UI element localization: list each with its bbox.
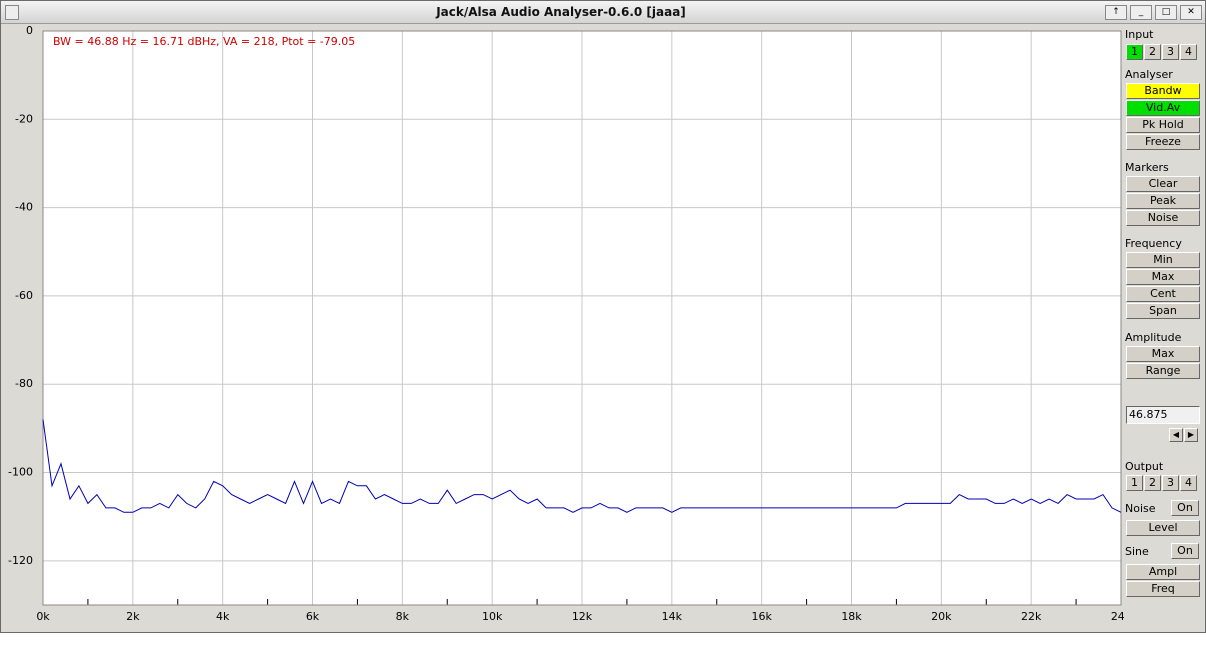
annotation: BW = 46.88 Hz = 16.71 dBHz, VA = 218, Pt… <box>53 35 355 48</box>
x-tick-label: 6k <box>306 610 320 623</box>
maximize-button[interactable]: □ <box>1155 5 1177 20</box>
x-tick-label: 10k <box>482 610 503 623</box>
x-tick-label: 2k <box>126 610 140 623</box>
button[interactable]: 1 <box>1126 475 1143 491</box>
button[interactable]: Pk Hold <box>1126 117 1200 133</box>
button[interactable]: 4 <box>1180 475 1197 491</box>
section-label: Output <box>1125 460 1164 473</box>
y-tick-label: -120 <box>8 554 33 567</box>
spectrum-chart: BW = 46.88 Hz = 16.71 dBHz, VA = 218, Pt… <box>8 24 1124 623</box>
section-label: Sine <box>1125 545 1149 558</box>
arrow-right[interactable]: ▶ <box>1184 428 1198 442</box>
minimize-button[interactable]: _ <box>1130 5 1152 20</box>
x-tick-label: 16k <box>751 610 772 623</box>
button[interactable]: 3 <box>1162 44 1179 60</box>
x-tick-label: 20k <box>931 610 952 623</box>
window-menu[interactable] <box>5 5 19 20</box>
section-label: Amplitude <box>1125 331 1182 344</box>
button[interactable]: Min <box>1126 252 1200 268</box>
y-tick-label: -20 <box>15 112 33 125</box>
button[interactable]: Span <box>1126 303 1200 319</box>
button[interactable]: Freeze <box>1126 134 1200 150</box>
button[interactable]: Max <box>1126 269 1200 285</box>
section-label: Analyser <box>1125 68 1173 81</box>
button[interactable]: 4 <box>1180 44 1197 60</box>
y-tick-label: -80 <box>15 377 33 390</box>
plot-frame <box>42 30 1122 606</box>
window-title: Jack/Alsa Audio Analyser-0.6.0 [jaaa] <box>436 5 686 19</box>
x-tick-label: 0k <box>36 610 50 623</box>
button[interactable]: Freq <box>1126 581 1200 597</box>
button[interactable]: Ampl <box>1126 564 1200 580</box>
shade-button[interactable]: ↑ <box>1105 5 1127 20</box>
title-bar: Jack/Alsa Audio Analyser-0.6.0 [jaaa] ↑ … <box>1 1 1205 24</box>
x-tick-label: 4k <box>216 610 230 623</box>
section-label: Frequency <box>1125 237 1182 250</box>
button[interactable]: Bandw <box>1126 83 1200 99</box>
x-tick-label: 22k <box>1021 610 1042 623</box>
toggle[interactable]: On <box>1171 543 1199 559</box>
button[interactable]: Peak <box>1126 193 1200 209</box>
arrow-left[interactable]: ◀ <box>1169 428 1183 442</box>
x-tick-label: 12k <box>572 610 593 623</box>
y-tick-label: -100 <box>8 466 33 479</box>
button[interactable]: Range <box>1126 363 1200 379</box>
button[interactable]: 2 <box>1144 475 1161 491</box>
section-label: Markers <box>1125 161 1169 174</box>
y-tick-label: 0 <box>26 24 33 37</box>
x-tick-label: 18k <box>841 610 862 623</box>
button[interactable]: Noise <box>1126 210 1200 226</box>
toggle[interactable]: On <box>1171 500 1199 516</box>
button[interactable]: Clear <box>1126 176 1200 192</box>
value-field[interactable]: 46.875 <box>1126 406 1200 424</box>
close-button[interactable]: ✕ <box>1180 5 1202 20</box>
x-tick-label: 24k <box>1111 610 1124 623</box>
button[interactable]: 3 <box>1162 475 1179 491</box>
button[interactable]: Level <box>1126 520 1200 536</box>
y-tick-label: -60 <box>15 289 33 302</box>
section-label: Noise <box>1125 502 1156 515</box>
button[interactable]: 2 <box>1144 44 1161 60</box>
button[interactable]: 1 <box>1126 44 1143 60</box>
button[interactable]: Vid.Av <box>1126 100 1200 116</box>
spectrum-line <box>42 419 1122 513</box>
section-label: Input <box>1125 28 1154 41</box>
x-tick-label: 14k <box>662 610 683 623</box>
button[interactable]: Cent <box>1126 286 1200 302</box>
button[interactable]: Max <box>1126 346 1200 362</box>
x-tick-label: 8k <box>396 610 410 623</box>
y-tick-label: -40 <box>15 201 33 214</box>
